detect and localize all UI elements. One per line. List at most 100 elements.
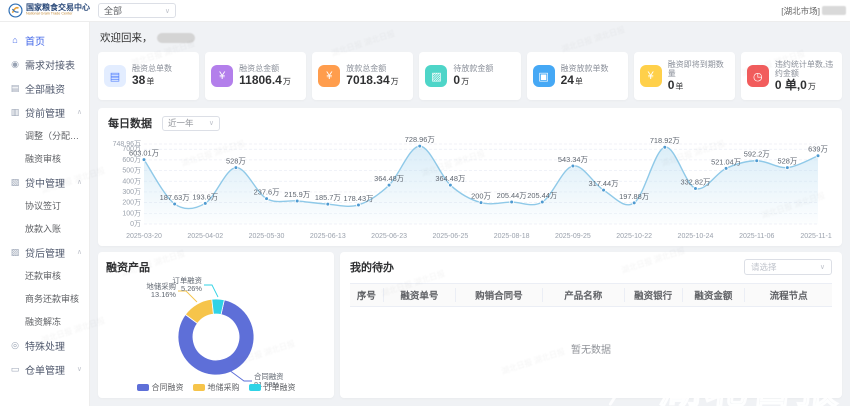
sidebar-item-3[interactable]: ▥ 贷前管理 ∧ [0,100,89,124]
kpi-cards-row: ▤ 融资总单数 38单 ¥ 融资总金额 11806.4万 ¥ 放款总金额 7018.34万 ▨ 待放… [98,52,842,100]
user-market-label: [湖北市场] [781,5,820,16]
svg-text:178.43万: 178.43万 [343,194,373,203]
sidebar-item-6[interactable]: ▧ 贷中管理 ∧ [0,170,89,194]
svg-text:地储采购: 地储采购 [146,282,176,291]
wallet-icon: ▨ [10,246,20,257]
sidebar-item-5[interactable]: 融资审核 [0,147,89,170]
sidebar-item-8[interactable]: 放款入账 [0,217,89,240]
user-info[interactable]: [湖北市场] [781,5,850,17]
kpi-value: 0万 [453,73,493,87]
svg-text:364.48万: 364.48万 [374,174,404,183]
document-icon: ▤ [104,65,126,87]
kpi-card-4: ▣ 融资放款单数 24单 [526,52,628,100]
svg-text:5.26%: 5.26% [181,284,202,293]
sidebar-item-label: 全部融资 [25,84,65,96]
svg-text:200万: 200万 [471,192,491,201]
svg-text:332.82万: 332.82万 [680,177,710,186]
svg-text:81.58%: 81.58% [254,380,279,389]
svg-text:205.44万: 205.44万 [527,191,557,200]
svg-text:2025-06-13: 2025-06-13 [310,233,346,240]
kpi-label: 融资总金额 [239,64,280,74]
kpi-unit: 万 [807,81,816,91]
kpi-label: 融资即将到期数量 [667,59,724,78]
kpi-card-text: 待放款金额 0万 [453,64,493,88]
svg-text:215.9万: 215.9万 [284,190,310,199]
top-bar: 国家粮食交易中心 National Grain Trade Center 全部 … [0,0,850,22]
svg-text:528万: 528万 [777,157,797,166]
kpi-card-2: ¥ 放款总金额 7018.34万 [312,52,414,100]
sidebar-item-0[interactable]: ⌂ 首页 [0,28,89,52]
legend-item-合同融资[interactable]: 合同融资 [136,382,184,393]
kpi-number: 7018.34 [346,73,390,88]
kpi-unit: 单 [146,77,155,87]
svg-text:603.01万: 603.01万 [129,149,159,158]
svg-text:2025-10-22: 2025-10-22 [616,233,652,240]
chevron-down-icon: ∨ [208,120,214,127]
sidebar-item-9[interactable]: ▨ 贷后管理 ∧ [0,240,89,264]
todo-column-0: 序号 [350,288,384,302]
svg-text:592.2万: 592.2万 [744,150,770,159]
my-todos-title: 我的待办 [350,262,394,274]
kpi-card-0: ▤ 融资总单数 38单 [98,52,200,100]
sidebar-item-2[interactable]: ▤ 全部融资 [0,76,89,100]
financing-products-title: 融资产品 [106,262,150,274]
sidebar-item-12[interactable]: 融资解冻 [0,310,89,333]
kpi-label: 违约统计单数,违约金额 [774,59,834,78]
legend-label: 订单融资 [263,383,296,392]
market-filter-select[interactable]: 全部 ∨ [98,3,176,18]
kpi-number: 38 [132,73,146,88]
svg-text:2025-11-06: 2025-11-06 [739,233,774,240]
sidebar-item-10[interactable]: 还款审核 [0,264,89,287]
sidebar-item-13[interactable]: ◎ 特殊处理 [0,333,89,357]
date-range-select[interactable]: 近一年 ∨ [162,115,220,131]
sidebar-item-11[interactable]: 商务还款审核 [0,287,89,310]
kpi-value: 38单 [132,73,172,87]
legend-item-订单融资[interactable]: 订单融资 [248,382,296,393]
kpi-card-text: 融资放款单数 24单 [561,64,609,88]
coin-icon: ¥ [318,65,341,87]
sidebar-item-14[interactable]: ▭ 仓单管理 ∨ [0,357,89,381]
pin-icon: ◎ [11,339,19,350]
svg-text:317.44万: 317.44万 [589,179,619,188]
sidebar-nav: ⌂ 首页 ◉ 需求对接表 ▤ 全部融资 ▥ 贷前管理 ∧ 调整（分配）银行融资审核 ▧ 贷中管理 ∧ 协议… [0,22,90,406]
sidebar-item-label: 商务还款审核 [25,294,80,304]
kpi-value: 0单 [668,78,729,92]
todo-column-1: 融资单号 [384,288,457,302]
legend-label: 合同融资 [151,383,184,392]
todo-column-6: 流程节点 [769,291,808,302]
kpi-card-5: ¥ 融资即将到期数量 0单 [633,52,735,100]
svg-text:300万: 300万 [122,188,141,196]
kpi-card-1: ¥ 融资总金额 11806.4万 [205,52,307,100]
chevron-down-icon: ∨ [819,264,825,271]
svg-text:100万: 100万 [122,209,141,217]
sidebar-item-label: 特殊处理 [25,341,65,353]
todo-filter-select[interactable]: 请选择 ∨ [744,259,832,275]
kpi-unit: 单 [574,77,583,87]
sidebar-item-7[interactable]: 协议签订 [0,194,89,217]
chevron-down-icon: ∨ [164,7,170,15]
kpi-number: 0 单,0 [774,77,807,92]
todo-column-3: 产品名称 [543,288,625,302]
donut-slice-合同融资 [177,299,255,376]
legend-item-地储采购[interactable]: 地储采购 [192,382,240,393]
todo-table-header: 序号 融资单号 购销合同号 产品名称 融资银行 融资金额 流程节点 [350,283,832,307]
kpi-label: 待放款金额 [453,64,494,74]
svg-text:500万: 500万 [122,167,141,175]
svg-text:2025-10-24: 2025-10-24 [678,233,714,240]
user-icon: ◉ [11,58,19,69]
kpi-number: 11806.4 [239,73,282,88]
sidebar-item-1[interactable]: ◉ 需求对接表 [0,52,89,76]
svg-text:728.96万: 728.96万 [405,135,435,144]
market-filter-value: 全部 [104,6,123,16]
folder-icon: ▥ [10,106,20,117]
sidebar-item-4[interactable]: 调整（分配）银行 [0,124,89,147]
kpi-unit: 万 [282,77,291,87]
layers-icon: ▧ [10,176,20,187]
wallet-icon: ▨ [425,65,448,87]
home-icon: ⌂ [12,35,18,45]
todo-column-4: 融资银行 [625,288,683,302]
svg-text:400万: 400万 [122,177,141,185]
sidebar-item-label: 贷后管理 [25,248,65,260]
